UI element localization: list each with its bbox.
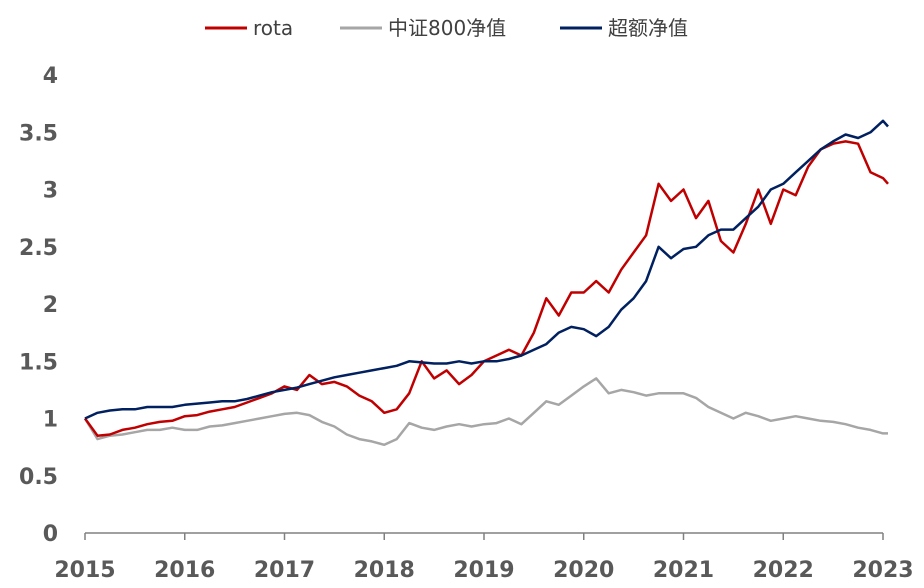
x-tick-label: 2020 bbox=[553, 558, 614, 583]
x-tick-label: 2016 bbox=[154, 558, 215, 583]
legend-label: 中证800净值 bbox=[388, 16, 506, 40]
y-tick-label: 1 bbox=[43, 408, 58, 433]
x-tick-label: 2017 bbox=[254, 558, 315, 583]
y-tick-label: 1.5 bbox=[19, 350, 58, 375]
y-tick-label: 2.5 bbox=[19, 236, 58, 261]
legend-label: rota bbox=[253, 16, 293, 40]
y-tick-label: 0 bbox=[43, 522, 58, 547]
legend-label: 超额净值 bbox=[608, 16, 688, 40]
y-tick-label: 0.5 bbox=[19, 465, 58, 490]
x-tick-label: 2015 bbox=[54, 558, 115, 583]
x-tick-label: 2021 bbox=[653, 558, 714, 583]
series-line bbox=[83, 140, 889, 437]
x-tick-label: 2019 bbox=[453, 558, 514, 583]
x-tick-label: 2023 bbox=[852, 558, 913, 583]
x-tick-label: 2022 bbox=[753, 558, 814, 583]
x-tick-label: 2018 bbox=[354, 558, 415, 583]
series-line bbox=[83, 377, 888, 447]
y-tick-label: 3 bbox=[43, 179, 58, 204]
y-tick-label: 2 bbox=[43, 293, 58, 318]
y-tick-label: 4 bbox=[43, 64, 58, 89]
series-line bbox=[84, 119, 889, 420]
y-tick-label: 3.5 bbox=[19, 121, 58, 146]
